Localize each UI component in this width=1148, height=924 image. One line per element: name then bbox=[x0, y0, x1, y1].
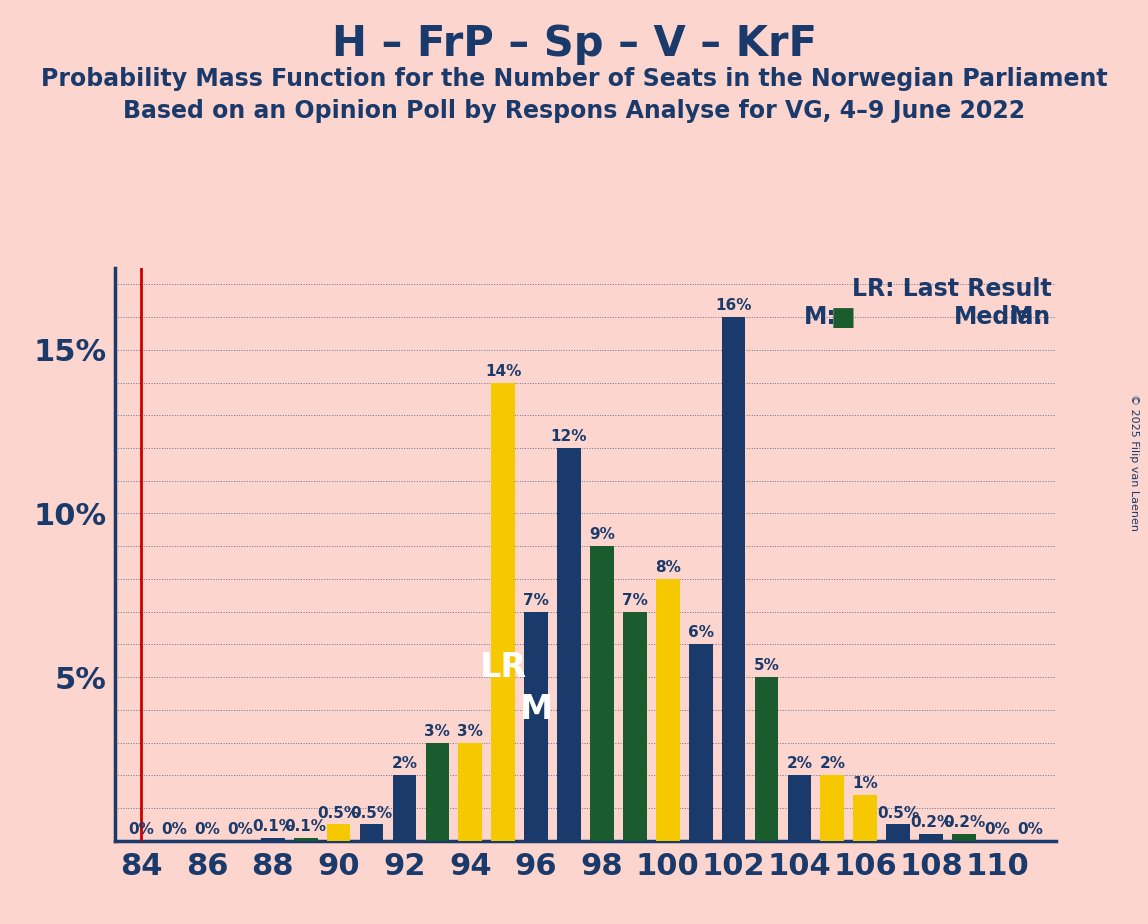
Text: 0.2%: 0.2% bbox=[943, 815, 985, 831]
Bar bbox=[952, 834, 976, 841]
Bar bbox=[327, 824, 350, 841]
Text: 14%: 14% bbox=[484, 364, 521, 379]
Text: 0.5%: 0.5% bbox=[877, 806, 920, 821]
Text: 12%: 12% bbox=[551, 429, 588, 444]
Text: 0.1%: 0.1% bbox=[285, 819, 327, 833]
Text: 8%: 8% bbox=[654, 560, 681, 575]
Text: LR: LR bbox=[480, 650, 527, 684]
Bar bbox=[623, 612, 646, 841]
Bar bbox=[590, 546, 614, 841]
Text: M: M bbox=[520, 693, 552, 726]
Bar bbox=[426, 743, 449, 841]
Text: 7%: 7% bbox=[622, 593, 647, 608]
Text: 3%: 3% bbox=[457, 723, 483, 738]
Bar bbox=[359, 824, 383, 841]
Text: 6%: 6% bbox=[688, 626, 714, 640]
Text: 0.2%: 0.2% bbox=[910, 815, 952, 831]
Bar bbox=[853, 795, 877, 841]
Bar bbox=[886, 824, 910, 841]
Text: LR: Last Result: LR: Last Result bbox=[852, 276, 1052, 300]
Text: 0.5%: 0.5% bbox=[350, 806, 393, 821]
Text: M:: M: bbox=[1010, 305, 1052, 329]
Text: 0.5%: 0.5% bbox=[318, 806, 359, 821]
Text: M:: M: bbox=[804, 305, 837, 329]
Text: 16%: 16% bbox=[715, 298, 752, 313]
Text: © 2025 Filip van Laenen: © 2025 Filip van Laenen bbox=[1130, 394, 1139, 530]
Text: 0%: 0% bbox=[227, 822, 253, 837]
Bar bbox=[393, 775, 417, 841]
Bar bbox=[920, 834, 943, 841]
Text: 2%: 2% bbox=[820, 757, 845, 772]
Bar bbox=[458, 743, 482, 841]
Bar bbox=[261, 837, 285, 841]
Text: Based on an Opinion Poll by Respons Analyse for VG, 4–9 June 2022: Based on an Opinion Poll by Respons Anal… bbox=[123, 99, 1025, 123]
Bar bbox=[821, 775, 844, 841]
Text: ■: ■ bbox=[830, 305, 855, 331]
Text: 7%: 7% bbox=[523, 593, 549, 608]
Bar bbox=[294, 837, 318, 841]
Text: 9%: 9% bbox=[589, 528, 615, 542]
Bar bbox=[491, 383, 515, 841]
Text: 0%: 0% bbox=[194, 822, 220, 837]
Bar bbox=[722, 317, 745, 841]
Bar bbox=[656, 579, 680, 841]
Text: 0%: 0% bbox=[1017, 822, 1042, 837]
Bar bbox=[525, 612, 548, 841]
Text: 0.1%: 0.1% bbox=[251, 819, 294, 833]
Text: 0%: 0% bbox=[984, 822, 1010, 837]
Text: 1%: 1% bbox=[852, 776, 878, 791]
Text: Probability Mass Function for the Number of Seats in the Norwegian Parliament: Probability Mass Function for the Number… bbox=[40, 67, 1108, 91]
Text: 0%: 0% bbox=[161, 822, 187, 837]
Text: 0%: 0% bbox=[129, 822, 154, 837]
Text: 2%: 2% bbox=[786, 757, 813, 772]
Text: H – FrP – Sp – V – KrF: H – FrP – Sp – V – KrF bbox=[332, 23, 816, 65]
Bar bbox=[557, 448, 581, 841]
Text: 2%: 2% bbox=[391, 757, 418, 772]
Bar bbox=[788, 775, 812, 841]
Text: Median: Median bbox=[954, 305, 1052, 329]
Text: M:: M: bbox=[1010, 305, 1052, 329]
Text: 5%: 5% bbox=[753, 658, 779, 674]
Bar bbox=[689, 644, 713, 841]
Text: 3%: 3% bbox=[425, 723, 450, 738]
Bar bbox=[754, 677, 778, 841]
